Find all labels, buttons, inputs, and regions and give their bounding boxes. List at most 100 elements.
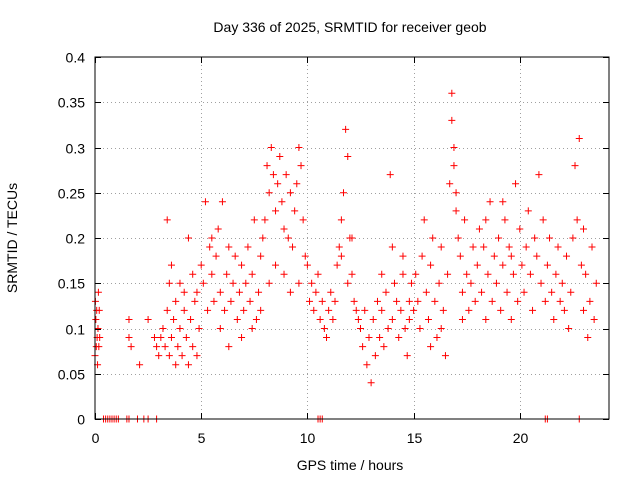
data-point [227,297,235,305]
data-point [265,279,273,287]
data-point [176,325,184,332]
data-point [420,216,428,224]
y-tick-label: 0.05 [58,367,85,383]
data-point [369,315,377,323]
data-point [94,288,102,296]
data-point [452,189,460,197]
data-point [199,279,207,287]
data-point [337,216,345,224]
data-point [488,297,496,305]
data-point [505,243,513,251]
data-point [554,243,562,251]
data-point [136,361,144,369]
data-point [533,252,541,260]
data-point [167,334,175,342]
data-point [246,297,254,305]
data-point [473,261,481,269]
data-point [582,270,590,278]
data-point [509,270,517,278]
data-point [348,234,356,242]
data-point [484,270,492,278]
data-point [331,297,339,305]
x-axis-label: GPS time / hours [297,457,404,473]
data-point [571,162,579,170]
chart-title: Day 336 of 2025, SRMTID for receiver geo… [213,19,486,35]
data-point [165,352,173,360]
data-point [340,189,348,197]
data-point [458,315,466,323]
data-point [214,225,222,233]
data-point [189,343,197,351]
data-point [157,334,165,342]
x-tick-label: 20 [513,430,529,446]
data-point [450,144,458,151]
data-point [255,288,263,296]
data-point [180,306,188,314]
data-point [543,261,551,269]
data-point [450,162,458,170]
data-point [580,225,588,233]
data-point [250,216,258,224]
data-point [193,288,201,296]
data-point [569,234,577,242]
data-point [444,270,452,278]
data-point [178,352,186,360]
data-point [388,315,396,323]
data-point [195,325,203,332]
data-point [531,234,539,242]
data-point [316,315,324,323]
data-point [399,270,407,278]
data-point [216,325,224,332]
data-point [393,297,401,305]
data-point [261,216,269,224]
data-point [548,288,556,296]
data-point [552,270,560,278]
data-point [337,252,345,260]
data-point [170,315,178,323]
data-point [471,297,479,305]
data-point [233,315,241,323]
data-point [278,198,286,206]
data-point [301,252,309,260]
data-point [573,216,581,224]
data-point [208,234,216,242]
data-point [252,315,260,323]
data-point [405,315,413,323]
data-point [282,171,290,179]
data-point [401,325,409,332]
data-point [350,297,358,305]
x-tick-label: 10 [300,430,316,446]
data-point [514,297,522,305]
data-point [225,343,233,351]
data-point [308,279,316,287]
data-point [197,261,205,269]
data-point [437,243,445,251]
data-point [560,306,568,314]
data-point [167,261,175,269]
data-point [584,334,592,342]
data-point [563,252,571,260]
data-point [320,325,328,332]
data-point [352,306,360,314]
data-point [295,279,303,287]
data-point [189,270,197,278]
data-point [588,243,596,251]
data-point [580,306,588,314]
data-point [577,261,585,269]
data-point [229,279,237,287]
data-point [125,315,133,323]
data-point [535,171,543,179]
data-point [314,270,322,278]
data-point [439,306,447,314]
data-point [163,216,171,224]
data-point [310,306,318,314]
data-point [412,270,420,278]
data-point [507,252,515,260]
data-point [550,315,558,323]
data-point [416,325,424,332]
data-point [378,306,386,314]
data-point [155,352,163,360]
data-point [363,361,371,369]
data-point [486,198,494,206]
data-point [386,171,394,179]
